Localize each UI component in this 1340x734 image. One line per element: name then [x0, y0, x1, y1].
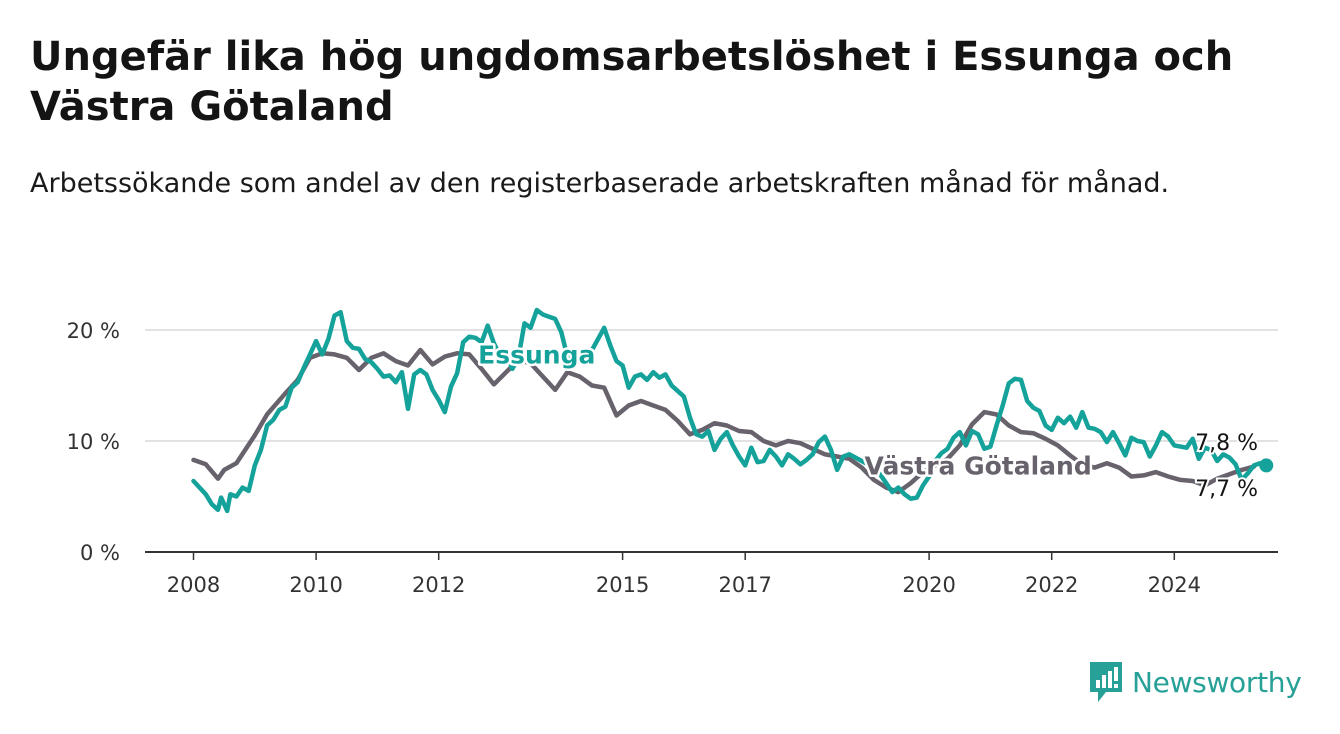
series-end-marker-essunga	[1259, 458, 1274, 473]
x-tick-label: 2008	[167, 573, 220, 597]
x-tick-label: 2020	[902, 573, 955, 597]
logo-text: Newsworthy	[1132, 665, 1302, 699]
series-label-vastra-gotaland: Västra Götaland	[865, 451, 1092, 480]
line-chart: 0 % 10 % 20 % 2008 2010 2012 2015 2017 2020 2022 2…	[67, 307, 1278, 597]
newsworthy-logo: Newsworthy	[1088, 660, 1302, 704]
x-tick-label: 2022	[1025, 573, 1078, 597]
chart-title: Ungefär lika hög ungdomsarbetslöshet i E…	[30, 34, 1234, 130]
x-tick-label: 2010	[289, 573, 342, 597]
series-line-vastra-gotaland	[191, 347, 1257, 495]
newsworthy-logo-icon	[1090, 662, 1122, 702]
y-tick-label: 20 %	[67, 319, 120, 343]
x-tick-label: 2024	[1148, 573, 1201, 597]
end-label-vastra-gotaland: 7,7 %	[1195, 477, 1258, 502]
x-tick-label: 2015	[596, 573, 649, 597]
chart-subtitle: Arbetssökande som andel av den registerb…	[30, 168, 1170, 199]
x-tick-label: 2017	[718, 573, 771, 597]
series-label-essunga: Essunga	[478, 340, 595, 369]
y-tick-label: 10 %	[67, 430, 120, 454]
end-label-essunga: 7,8 %	[1195, 431, 1258, 456]
series-line-essunga	[191, 307, 1269, 514]
x-tick-label: 2012	[412, 573, 465, 597]
y-tick-label: 0 %	[80, 541, 120, 565]
